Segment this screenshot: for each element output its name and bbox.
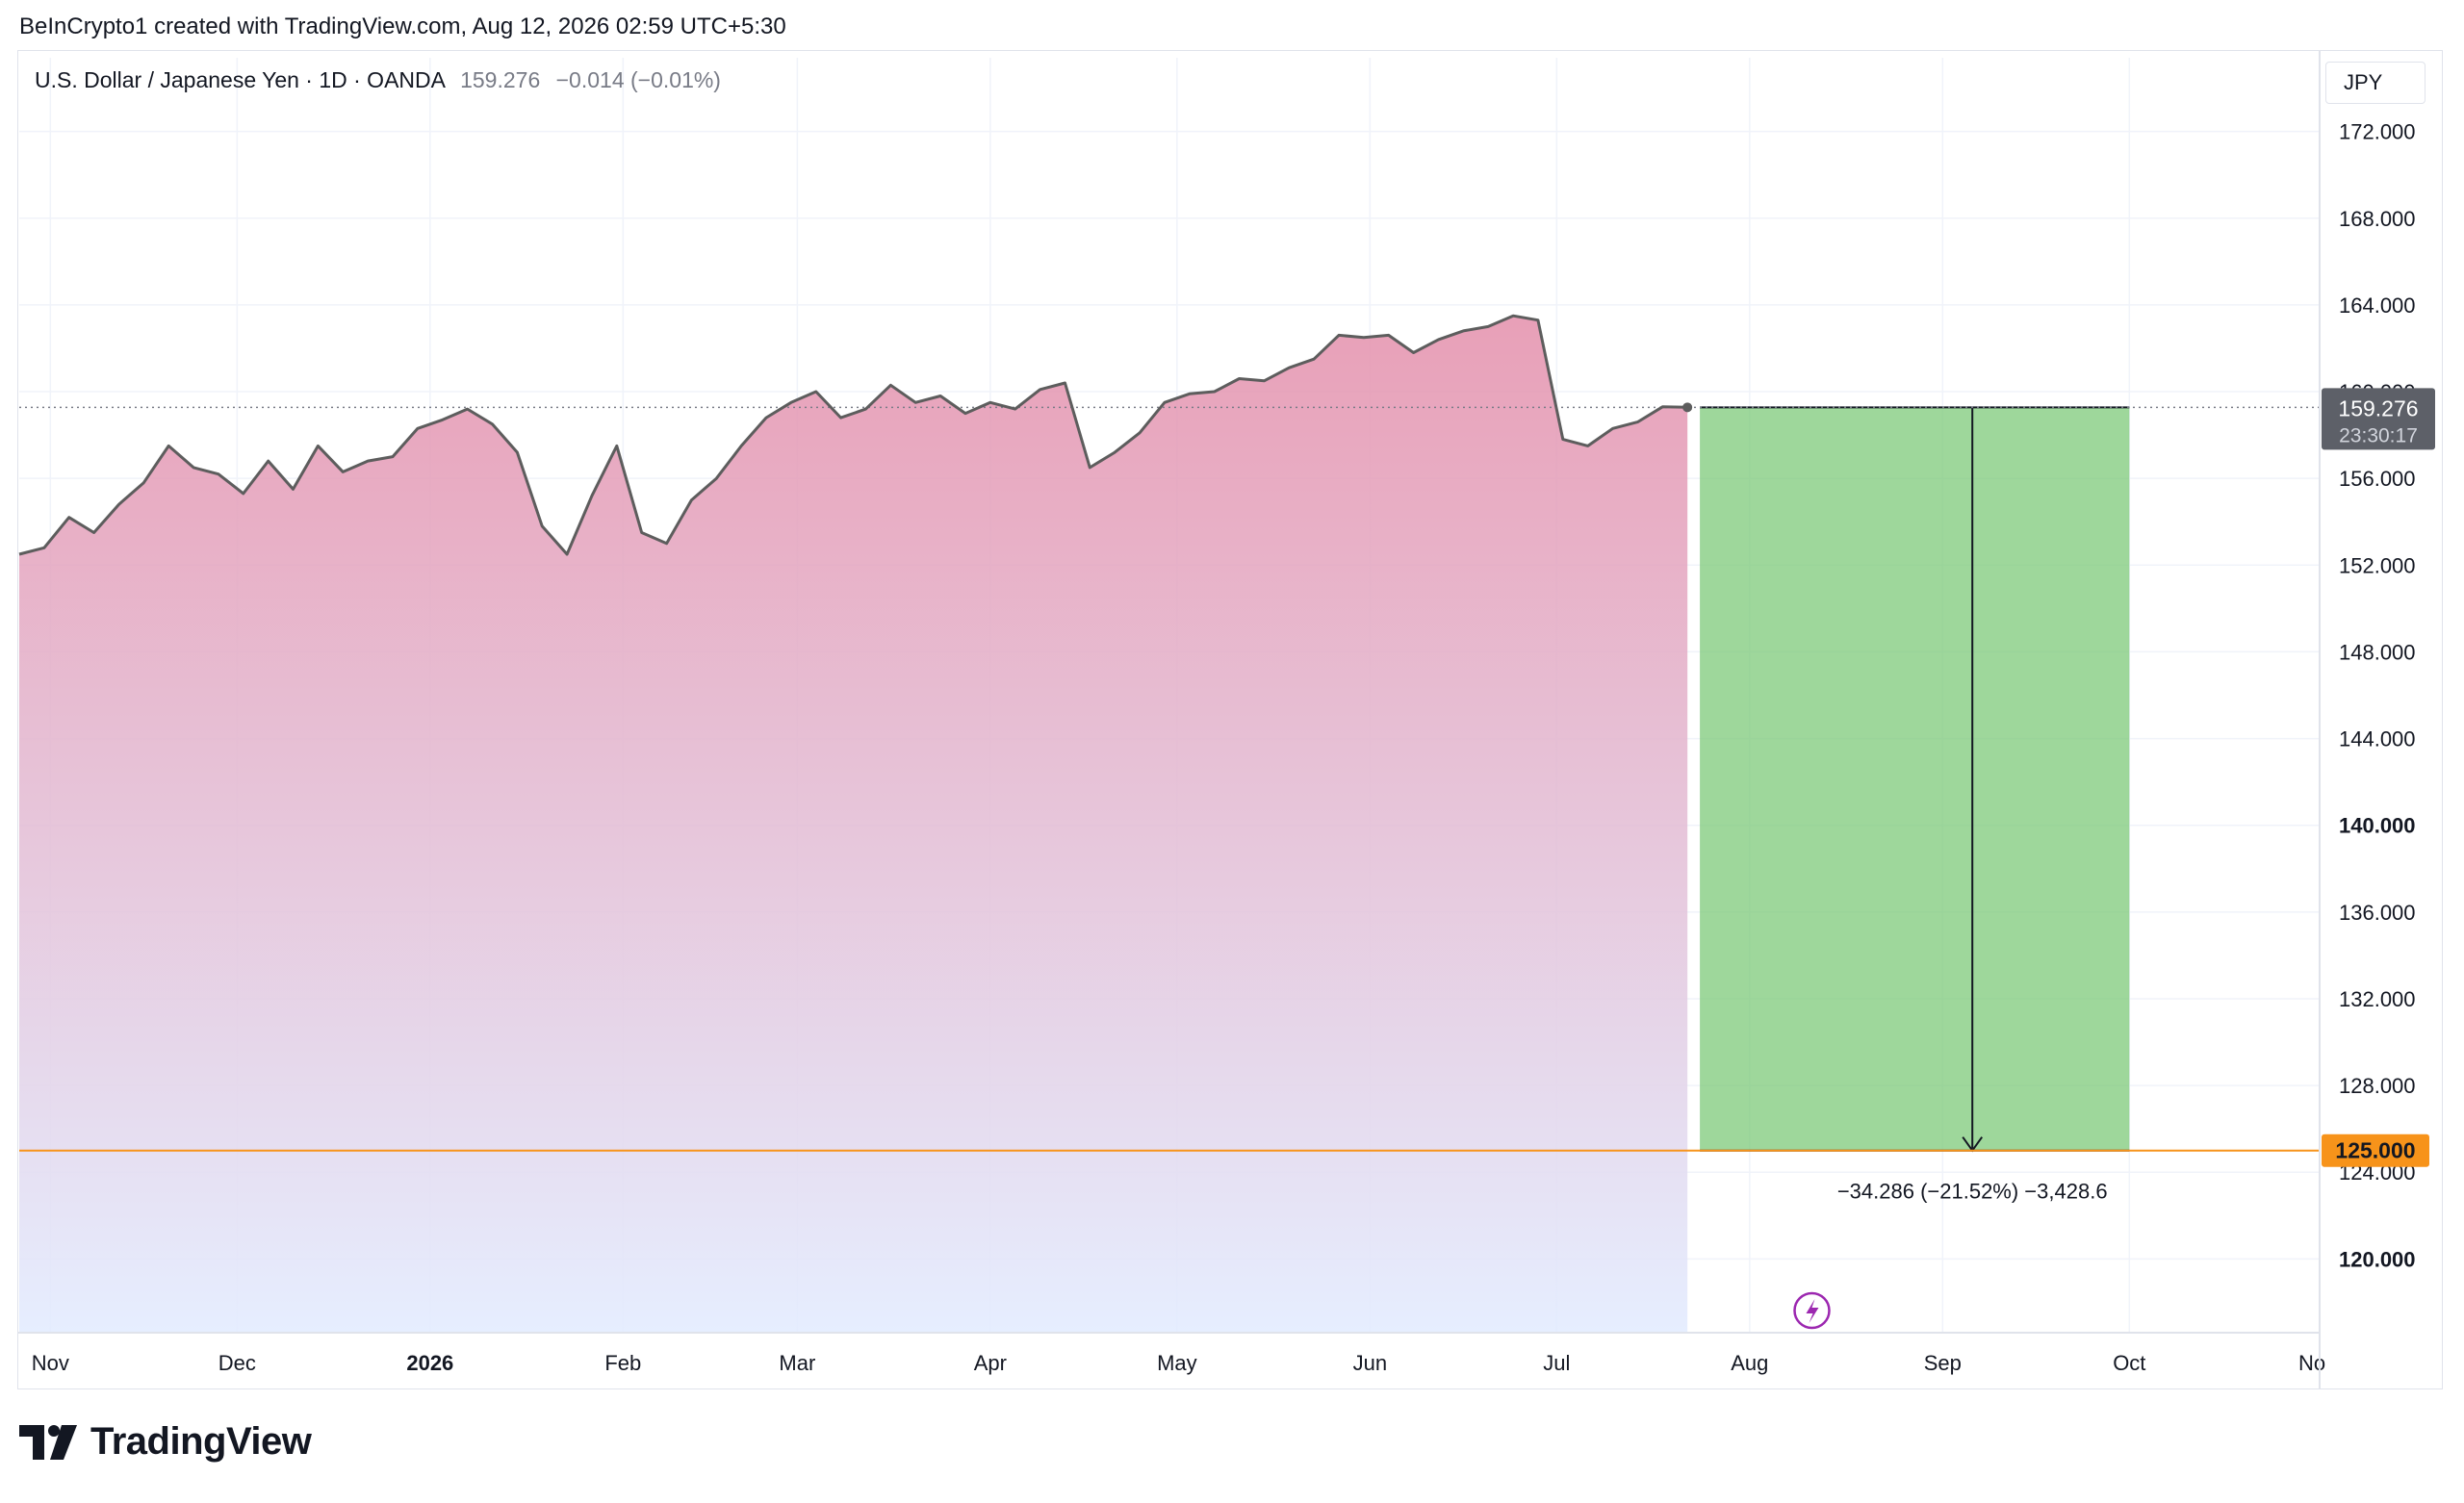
- y-tick-label: 136.000: [2339, 901, 2416, 925]
- price-line: [18, 314, 1831, 1330]
- price-area-fill: [19, 316, 1688, 1334]
- y-tick-label: 132.000: [2339, 987, 2416, 1011]
- candle-countdown: 23:30:17: [2339, 424, 2418, 446]
- chart-credit: BeInCrypto1 created with TradingView.com…: [19, 13, 786, 39]
- x-tick-label: Apr: [974, 1351, 1007, 1375]
- x-tick-label: Sep: [1924, 1351, 1962, 1375]
- price-change: −0.014 (−0.01%): [555, 67, 721, 92]
- axes: 120.000124.000128.000132.000136.000140.0…: [17, 50, 2416, 1388]
- measure-label: −34.286 (−21.52%) −3,428.6: [1837, 1180, 2108, 1204]
- price-area: [19, 316, 1688, 1334]
- target-price-badge-value: 125.000: [2335, 1138, 2415, 1163]
- tradingview-logo[interactable]: TradingView: [19, 1420, 312, 1464]
- lightning-bolt-glyph: [1806, 1299, 1819, 1323]
- target-price-badge: [2322, 1134, 2429, 1167]
- y-tick-label: 120.000: [2339, 1247, 2416, 1271]
- x-tick-label: Jul: [1543, 1351, 1570, 1375]
- y-tick-label: 140.000: [2339, 814, 2416, 838]
- x-tick-label: Dec: [218, 1351, 256, 1375]
- y-tick-label: 168.000: [2339, 207, 2416, 231]
- x-tick-label: Jun: [1353, 1351, 1387, 1375]
- x-tick-label: Aug: [1731, 1351, 1768, 1375]
- price-badges: 159.276 23:30:17 125.000: [2322, 388, 2435, 1167]
- symbol-legend[interactable]: U.S. Dollar / Japanese Yen · 1D · OANDA …: [35, 67, 721, 93]
- x-tick-label: No: [2298, 1351, 2325, 1375]
- x-tick-label: Mar: [779, 1351, 815, 1375]
- y-tick-label: 128.000: [2339, 1074, 2416, 1098]
- x-tick-label: 2026: [406, 1351, 453, 1375]
- y-tick-label: 152.000: [2339, 553, 2416, 577]
- measure-zone[interactable]: −34.286 (−21.52%) −3,428.6: [19, 406, 2320, 1204]
- x-tick-label: Nov: [32, 1351, 69, 1375]
- x-tick-label: Oct: [2113, 1351, 2145, 1375]
- price-line-path: [18, 314, 1688, 556]
- y-tick-label: 164.000: [2339, 293, 2416, 318]
- tradingview-wordmark: TradingView: [90, 1420, 312, 1463]
- x-tick-label: Feb: [604, 1351, 641, 1375]
- last-price: 159.276: [460, 67, 541, 92]
- symbol-title: U.S. Dollar / Japanese Yen · 1D · OANDA: [35, 67, 445, 92]
- y-tick-label: 172.000: [2339, 120, 2416, 144]
- current-price-badge-value: 159.276: [2338, 395, 2418, 420]
- y-tick-label: 148.000: [2339, 640, 2416, 664]
- current-price-badge: [2322, 388, 2435, 450]
- chart-frame: [17, 50, 2443, 1389]
- last-price-dot: [1682, 402, 1693, 413]
- tradingview-logo-icon: [19, 1424, 77, 1460]
- x-tick-label: May: [1157, 1351, 1197, 1375]
- y-tick-label: 144.000: [2339, 727, 2416, 752]
- y-tick-label: 156.000: [2339, 467, 2416, 491]
- currency-button[interactable]: JPY: [2325, 62, 2426, 104]
- profit-zone: [1700, 407, 2130, 1151]
